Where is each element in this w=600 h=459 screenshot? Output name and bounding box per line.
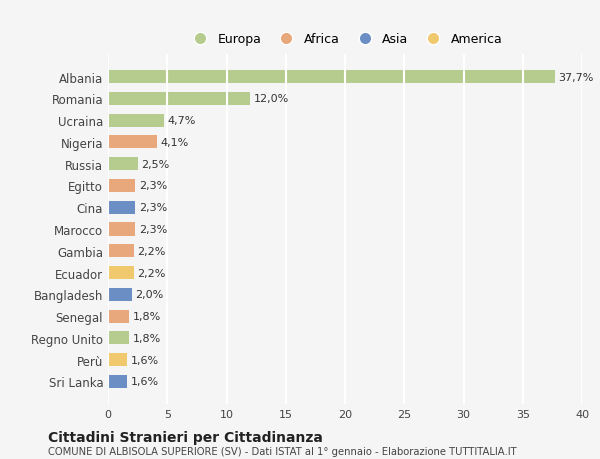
Text: 2,3%: 2,3% xyxy=(139,224,167,235)
Bar xyxy=(108,201,135,214)
Bar xyxy=(108,93,250,106)
Legend: Europa, Africa, Asia, America: Europa, Africa, Asia, America xyxy=(187,34,503,46)
Text: Cittadini Stranieri per Cittadinanza: Cittadini Stranieri per Cittadinanza xyxy=(48,430,323,444)
Bar xyxy=(108,288,132,301)
Text: 1,6%: 1,6% xyxy=(131,376,158,386)
Bar xyxy=(108,223,135,236)
Text: 1,8%: 1,8% xyxy=(133,333,161,343)
Text: 1,8%: 1,8% xyxy=(133,311,161,321)
Text: COMUNE DI ALBISOLA SUPERIORE (SV) - Dati ISTAT al 1° gennaio - Elaborazione TUTT: COMUNE DI ALBISOLA SUPERIORE (SV) - Dati… xyxy=(48,447,517,456)
Bar xyxy=(108,158,137,171)
Bar xyxy=(108,375,127,388)
Bar xyxy=(108,353,127,366)
Bar xyxy=(108,71,555,84)
Text: 4,7%: 4,7% xyxy=(167,116,196,126)
Bar xyxy=(108,331,130,345)
Text: 37,7%: 37,7% xyxy=(559,73,593,83)
Bar xyxy=(108,266,134,280)
Text: 2,2%: 2,2% xyxy=(137,246,166,256)
Bar xyxy=(108,136,157,149)
Text: 12,0%: 12,0% xyxy=(254,94,289,104)
Text: 4,1%: 4,1% xyxy=(160,138,188,148)
Bar xyxy=(108,245,134,258)
Bar xyxy=(108,310,130,323)
Text: 2,5%: 2,5% xyxy=(141,159,169,169)
Bar xyxy=(108,114,164,128)
Text: 2,3%: 2,3% xyxy=(139,181,167,191)
Text: 2,3%: 2,3% xyxy=(139,203,167,213)
Text: 2,2%: 2,2% xyxy=(137,268,166,278)
Text: 2,0%: 2,0% xyxy=(135,290,164,300)
Text: 1,6%: 1,6% xyxy=(131,355,158,365)
Bar xyxy=(108,179,135,193)
